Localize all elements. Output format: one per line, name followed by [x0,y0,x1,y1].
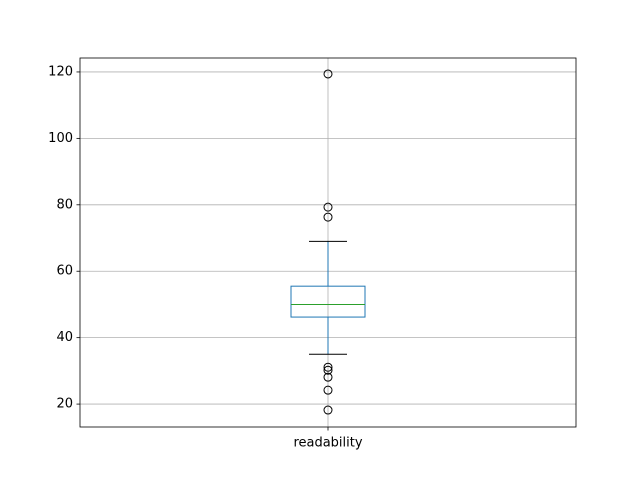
flier [323,405,333,415]
y-tick-label: 60 [56,264,73,279]
y-tick-label: 100 [48,131,73,146]
y-tick-label: 80 [56,197,73,212]
flier [323,212,333,222]
flier [323,69,333,79]
box [290,285,366,318]
flier [323,362,333,372]
y-tick-label: 120 [48,64,73,79]
plot-frame [79,57,577,428]
flier [323,385,333,395]
flier [323,372,333,382]
y-tick-label: 40 [56,330,73,345]
y-tick-label: 20 [56,397,73,412]
flier [323,365,333,375]
flier [323,202,333,212]
x-tick-label: readability [293,436,362,451]
